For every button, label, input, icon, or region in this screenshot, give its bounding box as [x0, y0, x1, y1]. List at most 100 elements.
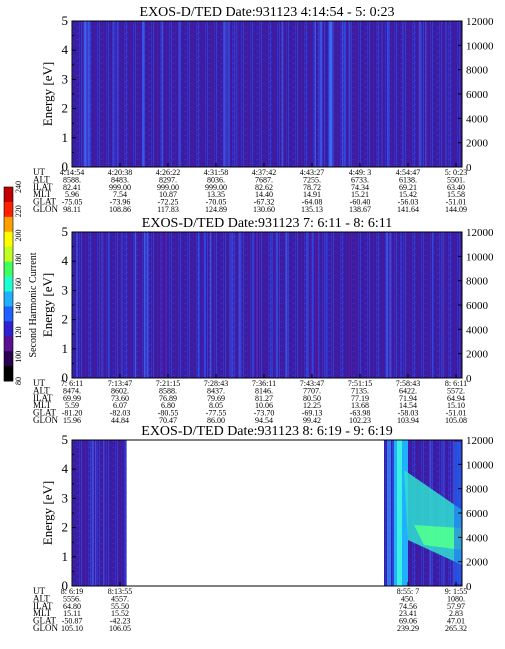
spectrogram-streak [142, 21, 145, 167]
y2-tick-label: 2000 [466, 349, 489, 361]
ephemeris-value: 4:26:22 [156, 168, 180, 177]
spectrogram-streak [146, 232, 149, 378]
ephemeris-value: -56.03 [398, 198, 419, 207]
ephemeris-value: 103.94 [397, 416, 419, 425]
ephemeris-value: 999.00 [157, 183, 179, 192]
y2-tick-label: 6000 [466, 300, 489, 312]
ephemeris-value: 239.29 [397, 624, 419, 633]
ephemeris-value: 5: 0:23 [445, 168, 467, 177]
ephemeris-value: 77.19 [351, 394, 369, 403]
colorbar-segment [4, 246, 13, 263]
spectrogram-panel-3: EXOS-D/TED Date:931123 8: 6:19 - 9: 6:19… [33, 424, 494, 633]
ephemeris-value: 14.40 [255, 190, 273, 199]
spectrogram-dark-band [161, 232, 166, 378]
spectrogram-streak [87, 21, 90, 167]
y2-tick-label: 10000 [466, 251, 494, 263]
ephemeris-value: 5501. [447, 175, 465, 184]
spectrogram-streak [392, 440, 394, 586]
ephemeris-value: -60.40 [350, 198, 371, 207]
ephemeris-value: 12.25 [303, 401, 321, 410]
y2-tick-label: 2000 [466, 557, 489, 569]
spectrogram-dark-band [313, 232, 318, 378]
colorbar-tick-label: 100 [14, 351, 23, 363]
spectrogram-streak [203, 232, 206, 378]
ephemeris-row-label: MLT [33, 189, 52, 199]
ephemeris-value: 69.21 [399, 183, 417, 192]
ephemeris-value: 8588. [63, 175, 81, 184]
spectrogram-streak [228, 21, 230, 167]
colorbar-segment [4, 276, 13, 292]
ephemeris-value: 98.11 [63, 205, 81, 214]
spectrogram-texture [72, 232, 462, 378]
ephemeris-value: 7:28:43 [204, 379, 228, 388]
ephemeris-value: 55.50 [111, 602, 129, 611]
ephemeris-value: 15.42 [399, 190, 417, 199]
y2-tick-label: 8000 [466, 65, 489, 77]
spectrogram-streak [343, 21, 346, 167]
ephemeris-value: 144.09 [445, 205, 467, 214]
colorbar-segment [4, 366, 13, 382]
ephemeris-value: 130.60 [253, 205, 275, 214]
ephemeris-value: 71.94 [399, 394, 417, 403]
colorbar: 80 100 120 140 160 180 200 220 240 Second Harmoni… [3, 181, 39, 385]
spectrogram-streak [228, 21, 230, 167]
spectrogram-panel-1: EXOS-D/TED Date:931123 4:14:54 - 5: 0:23… [33, 5, 494, 214]
colorbar-segment [4, 261, 13, 278]
y2-tick-label: 0 [466, 373, 472, 385]
y2-tick-label: 4000 [466, 324, 489, 336]
ephemeris-value: 105.10 [61, 624, 83, 633]
ephemeris-value: 74.34 [351, 183, 369, 192]
spectrogram-streak [319, 21, 323, 167]
ephemeris-value: 8:13:55 [108, 587, 132, 596]
ephemeris-value: 79.69 [207, 394, 225, 403]
colorbar-segment [4, 187, 13, 203]
ephemeris-value: 7687. [255, 175, 273, 184]
ephemeris-value: 7: 6:11 [61, 379, 83, 388]
spectrogram-streak [84, 21, 87, 167]
ephemeris-value: 15.52 [111, 609, 129, 618]
spectrogram-streak [223, 21, 226, 167]
y2-tick-label: 8000 [466, 276, 489, 288]
y2-tick-label: 4000 [466, 113, 489, 125]
spectrogram-streak [125, 440, 127, 586]
ephemeris-value: -82.03 [110, 409, 131, 418]
spectrogram-enhancement [387, 440, 391, 586]
ephemeris-value: 13.35 [207, 190, 225, 199]
colorbar-segment [4, 336, 13, 352]
y2-tick-label: 6000 [466, 508, 489, 520]
y-axis-label: Energy [eV] [40, 62, 55, 126]
ephemeris-value: 7:51:15 [348, 379, 372, 388]
ephemeris-row-label: ILAT [33, 182, 53, 192]
colorbar-tick-label: 80 [14, 377, 23, 385]
ephemeris-value: 69.99 [63, 394, 81, 403]
spectrogram-streak [178, 21, 181, 167]
ephemeris-value: 4:49: 3 [349, 168, 371, 177]
ephemeris-value: 15.58 [447, 190, 465, 199]
y2-tick-label: 4000 [466, 532, 489, 544]
y-tick-label: 1 [62, 130, 69, 145]
ephemeris-value: 105.08 [445, 416, 467, 425]
spectrogram-streak [230, 232, 234, 378]
ephemeris-value: -73.96 [110, 198, 131, 207]
spectrogram-streak [318, 21, 320, 167]
ephemeris-value: 57.97 [447, 602, 465, 611]
spectrogram-streak [381, 21, 383, 167]
ephemeris-row-label: ALT [33, 174, 50, 184]
colorbar-segment [4, 291, 13, 307]
y-tick-label: 1 [62, 341, 69, 356]
ephemeris-value: 8297. [159, 175, 177, 184]
ephemeris-value: 47.01 [447, 617, 465, 626]
spectrogram-streak [386, 232, 389, 378]
ephemeris-value: 5572. [447, 386, 465, 395]
ephemeris-row-label: MLT [33, 608, 52, 618]
colorbar-segment [4, 351, 13, 367]
spectrogram-streak [314, 21, 316, 167]
ephemeris-value: 7:36:11 [252, 379, 276, 388]
y-tick-label: 3 [62, 490, 69, 505]
ephemeris-value: 7707. [303, 386, 321, 395]
colorbar-tick-label: 140 [14, 302, 23, 314]
spectrogram-streak [252, 232, 255, 378]
colorbar-segment [4, 216, 13, 233]
spectrogram-streak [226, 21, 228, 167]
ephemeris-value: 8: 6:19 [61, 587, 83, 596]
